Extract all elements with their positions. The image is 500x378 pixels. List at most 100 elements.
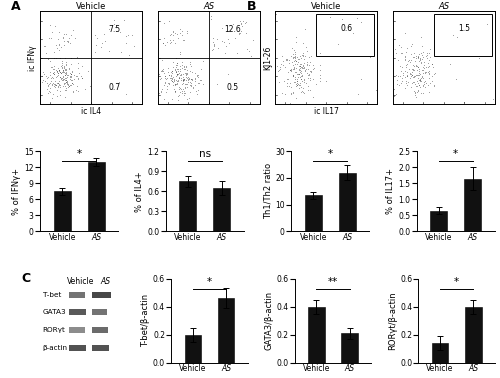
Point bbox=[222, 43, 230, 49]
Point bbox=[418, 73, 426, 79]
Point bbox=[408, 41, 416, 47]
Point bbox=[192, 88, 200, 94]
Bar bbox=[304, 195, 322, 231]
Y-axis label: ic IFNγ: ic IFNγ bbox=[28, 45, 37, 71]
Point bbox=[308, 53, 316, 59]
Point bbox=[235, 31, 243, 37]
Point bbox=[422, 78, 430, 84]
Point bbox=[414, 53, 422, 59]
Point bbox=[406, 73, 414, 79]
Point bbox=[62, 55, 70, 61]
Point bbox=[54, 79, 62, 85]
Point bbox=[419, 70, 427, 76]
Point bbox=[300, 65, 308, 71]
Point bbox=[398, 64, 406, 70]
Bar bbox=[70, 327, 86, 333]
Point bbox=[303, 62, 311, 68]
Point bbox=[56, 82, 64, 88]
Point bbox=[52, 82, 60, 88]
Point bbox=[176, 70, 184, 76]
Point bbox=[183, 30, 191, 36]
Point bbox=[304, 66, 312, 72]
Point bbox=[294, 82, 302, 88]
Point bbox=[218, 25, 226, 31]
Point bbox=[47, 64, 55, 70]
Point bbox=[56, 41, 64, 47]
Point bbox=[294, 85, 302, 91]
Point bbox=[160, 96, 168, 102]
Point bbox=[170, 88, 178, 94]
Point bbox=[54, 67, 62, 73]
Point bbox=[408, 73, 416, 79]
Point bbox=[168, 76, 176, 82]
Point bbox=[56, 63, 64, 69]
Point bbox=[168, 68, 175, 74]
Point bbox=[402, 82, 410, 88]
Point bbox=[173, 62, 181, 68]
Point bbox=[69, 89, 77, 95]
Point bbox=[180, 66, 188, 72]
Point bbox=[382, 51, 390, 57]
Point bbox=[188, 82, 196, 88]
Point bbox=[248, 37, 256, 43]
Point bbox=[298, 72, 306, 78]
Point bbox=[300, 60, 308, 66]
Point bbox=[187, 63, 195, 69]
Point bbox=[293, 76, 301, 82]
Point bbox=[289, 88, 297, 94]
Point bbox=[165, 18, 173, 24]
Point bbox=[74, 65, 82, 71]
Point bbox=[54, 72, 62, 78]
Point bbox=[300, 76, 308, 82]
Point bbox=[50, 23, 58, 29]
Y-axis label: GATA3/β-actin: GATA3/β-actin bbox=[264, 291, 274, 350]
Point bbox=[60, 62, 68, 68]
Point bbox=[312, 44, 320, 50]
Point bbox=[179, 77, 187, 84]
Point bbox=[128, 32, 136, 38]
Point bbox=[52, 67, 60, 73]
Point bbox=[272, 11, 280, 17]
Point bbox=[52, 42, 60, 48]
Point bbox=[306, 68, 314, 74]
Point bbox=[286, 84, 294, 90]
Point bbox=[49, 70, 57, 76]
Point bbox=[60, 65, 68, 71]
Point bbox=[298, 78, 306, 84]
Point bbox=[303, 61, 311, 67]
Bar bbox=[430, 211, 447, 231]
Point bbox=[194, 91, 202, 97]
Point bbox=[290, 76, 298, 82]
Point bbox=[158, 68, 166, 74]
Point bbox=[46, 88, 54, 94]
Point bbox=[176, 26, 184, 33]
Point bbox=[298, 53, 306, 59]
Point bbox=[190, 85, 198, 91]
Point bbox=[158, 88, 166, 94]
Point bbox=[183, 75, 191, 81]
Point bbox=[172, 68, 180, 74]
Point bbox=[173, 81, 181, 87]
Point bbox=[117, 48, 125, 54]
Point bbox=[366, 54, 374, 60]
Point bbox=[46, 78, 54, 84]
Point bbox=[417, 60, 425, 66]
Point bbox=[64, 72, 72, 78]
Point bbox=[168, 70, 175, 76]
Point bbox=[282, 56, 290, 62]
Point bbox=[424, 50, 432, 56]
Point bbox=[404, 61, 411, 67]
Point bbox=[169, 79, 177, 85]
Point bbox=[344, 101, 352, 107]
Point bbox=[53, 79, 61, 85]
Point bbox=[414, 80, 422, 86]
Point bbox=[177, 71, 185, 77]
Point bbox=[295, 71, 303, 77]
Point bbox=[304, 72, 312, 78]
Point bbox=[100, 31, 108, 37]
Point bbox=[210, 42, 218, 48]
Point bbox=[166, 37, 174, 43]
Point bbox=[50, 75, 58, 81]
Point bbox=[58, 70, 66, 76]
Point bbox=[184, 77, 192, 83]
